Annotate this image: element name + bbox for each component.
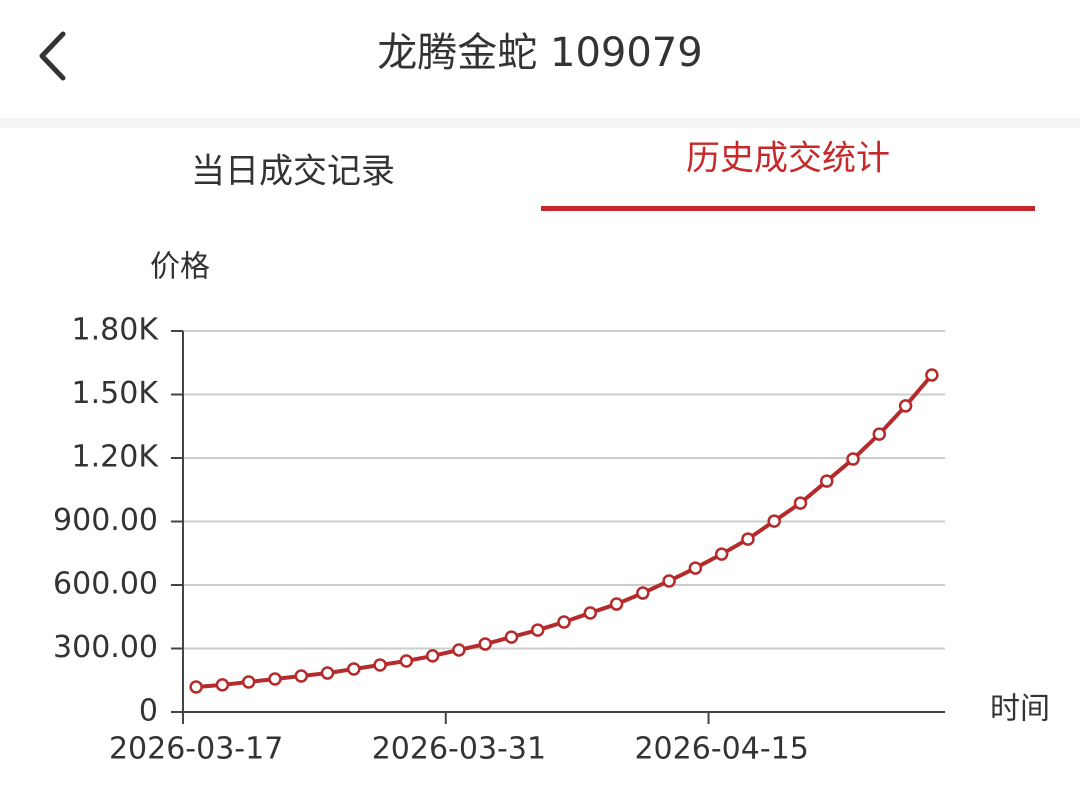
page-title: 龙腾金蛇 109079 <box>377 30 702 76</box>
x-axis-label: 时间 <box>990 692 1050 727</box>
y-tick-label: 1.20K <box>72 440 160 475</box>
point <box>688 561 703 575</box>
point <box>898 399 913 413</box>
line <box>195 373 934 690</box>
point <box>872 427 887 441</box>
y-tick-label: 1.80K <box>72 313 160 348</box>
point <box>399 654 414 668</box>
point <box>714 547 729 561</box>
point <box>662 574 676 588</box>
point <box>925 368 939 382</box>
point <box>636 586 650 600</box>
point <box>793 496 808 510</box>
tab-underline <box>541 206 1035 211</box>
x-tick-label: 2026-03-31 <box>372 732 546 767</box>
point <box>215 678 230 692</box>
point <box>452 643 466 657</box>
point <box>241 675 256 689</box>
point <box>268 672 282 686</box>
point <box>504 630 519 644</box>
point <box>820 474 834 488</box>
y-tick-label: 0 <box>139 694 158 729</box>
point <box>425 649 440 663</box>
y-tick-label: 900.00 <box>53 503 158 538</box>
y-axis-label: 价格 <box>150 250 210 285</box>
back-button[interactable] <box>39 31 66 81</box>
y-tick-label: 300.00 <box>53 630 158 665</box>
x-tick-label: 2026-04-15 <box>634 732 808 767</box>
point <box>373 658 387 672</box>
point <box>846 452 860 466</box>
point <box>741 532 755 546</box>
point <box>478 637 492 651</box>
tab[interactable]: 当日成交记录 <box>191 152 395 192</box>
point <box>609 597 624 611</box>
y-tick-label: 1.50K <box>72 376 160 411</box>
x-tick-label: 2026-03-17 <box>109 732 283 767</box>
point <box>583 606 598 620</box>
point <box>347 662 361 676</box>
tab[interactable]: 历史成交统计 <box>686 139 890 179</box>
point <box>530 623 545 637</box>
point <box>294 669 308 683</box>
point <box>189 680 203 694</box>
point <box>767 514 781 528</box>
point <box>557 615 571 629</box>
y-tick-label: 600.00 <box>53 567 158 602</box>
point <box>320 666 335 680</box>
separator <box>0 118 1080 128</box>
tab-bar: 当日成交记录 历史成交统计 <box>191 139 1035 211</box>
